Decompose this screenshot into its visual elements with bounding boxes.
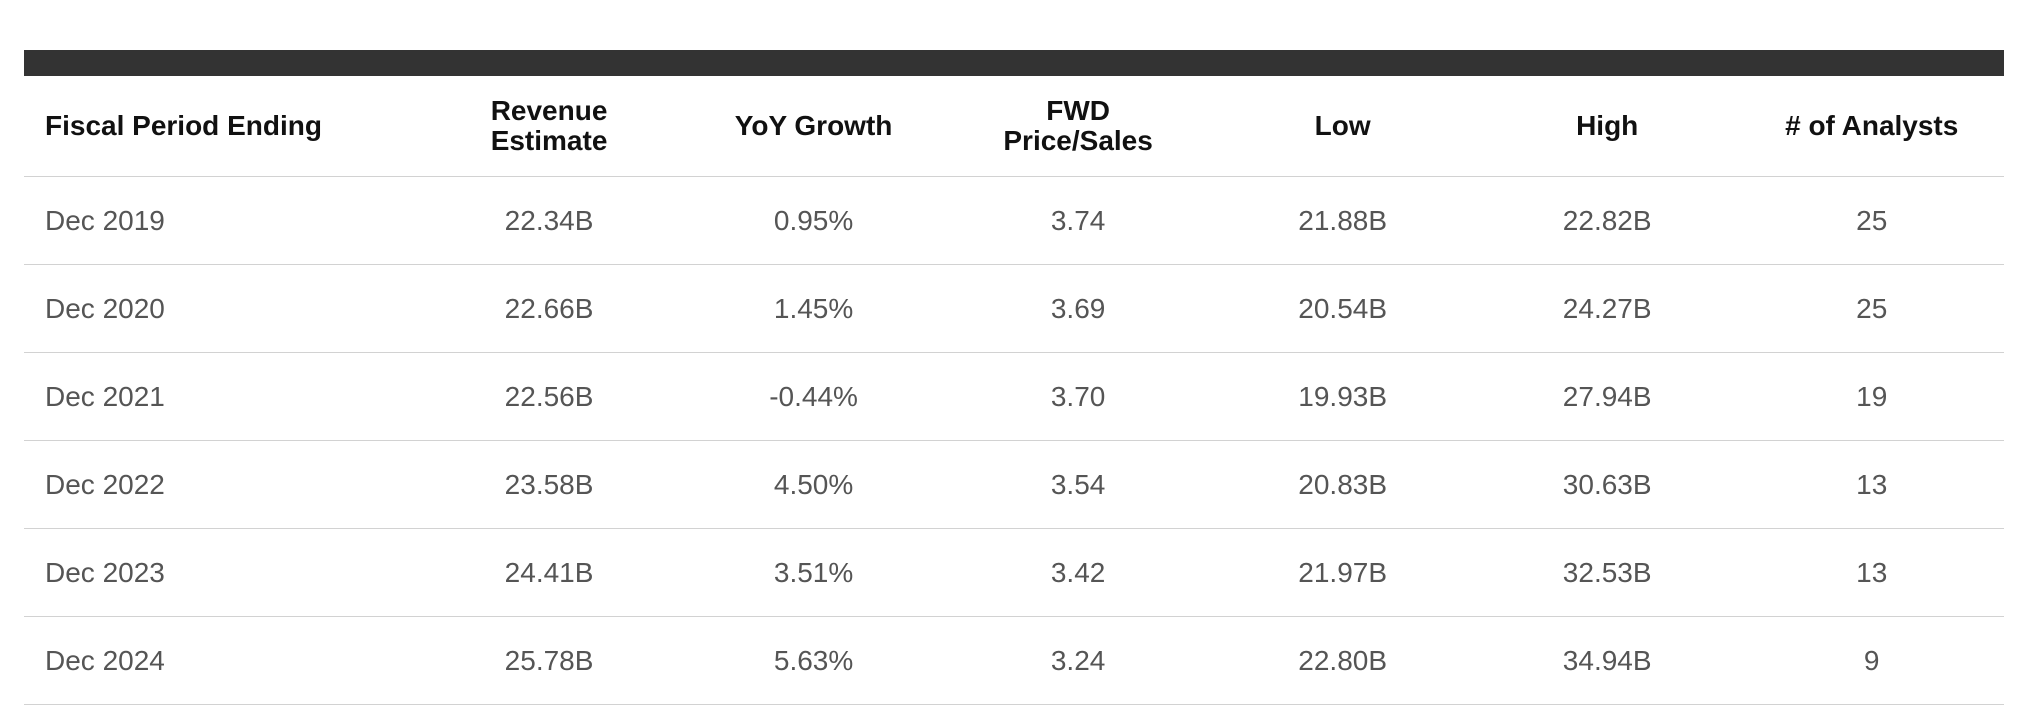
table-top-bar [24,50,2004,76]
cell-fiscal-period: Dec 2021 [24,352,417,441]
cell-revenue-estimate: 22.66B [416,264,682,353]
cell-number-of-analysts: 9 [1739,616,2004,705]
cell-yoy-growth: -0.44% [681,352,946,441]
table-row: Dec 2023 24.41B 3.51% 3.42 21.97B 32.53B… [24,528,2004,617]
cell-number-of-analysts: 19 [1739,352,2004,441]
cell-revenue-estimate: 22.56B [416,352,682,441]
table-row: Dec 2024 25.78B 5.63% 3.24 22.80B 34.94B… [24,616,2004,705]
table-row: Dec 2022 23.58B 4.50% 3.54 20.83B 30.63B… [24,440,2004,529]
header-number-of-analysts[interactable]: # of Analysts [1739,76,2004,177]
cell-yoy-growth: 3.51% [681,528,946,617]
header-high[interactable]: High [1474,76,1740,177]
cell-fwd-price-sales: 3.42 [945,528,1211,617]
cell-fiscal-period: Dec 2024 [24,616,417,705]
cell-number-of-analysts: 13 [1739,440,2004,529]
cell-revenue-estimate: 23.58B [416,440,682,529]
table-row: Dec 2021 22.56B -0.44% 3.70 19.93B 27.94… [24,352,2004,441]
revenue-estimates-table-container: Fiscal Period Ending Revenue Estimate YoY… [24,50,2004,705]
revenue-estimates-table: Fiscal Period Ending Revenue Estimate YoY… [24,76,2004,705]
cell-fwd-price-sales: 3.70 [945,352,1211,441]
table-header-row: Fiscal Period Ending Revenue Estimate YoY… [24,76,2004,177]
cell-low: 20.83B [1210,440,1475,529]
cell-number-of-analysts: 13 [1739,528,2004,617]
cell-high: 32.53B [1474,528,1740,617]
cell-low: 19.93B [1210,352,1475,441]
cell-yoy-growth: 5.63% [681,616,946,705]
cell-revenue-estimate: 22.34B [416,176,682,265]
header-fwd-price-sales[interactable]: FWD Price/Sales [945,76,1211,177]
cell-number-of-analysts: 25 [1739,176,2004,265]
cell-fwd-price-sales: 3.74 [945,176,1211,265]
cell-high: 30.63B [1474,440,1740,529]
cell-revenue-estimate: 24.41B [416,528,682,617]
cell-low: 21.97B [1210,528,1475,617]
cell-yoy-growth: 4.50% [681,440,946,529]
cell-yoy-growth: 1.45% [681,264,946,353]
cell-number-of-analysts: 25 [1739,264,2004,353]
cell-low: 22.80B [1210,616,1475,705]
cell-fwd-price-sales: 3.69 [945,264,1211,353]
header-fiscal-period-ending[interactable]: Fiscal Period Ending [24,76,417,177]
cell-fiscal-period: Dec 2020 [24,264,417,353]
cell-high: 22.82B [1474,176,1740,265]
table-row: Dec 2020 22.66B 1.45% 3.69 20.54B 24.27B… [24,264,2004,353]
header-low[interactable]: Low [1210,76,1475,177]
cell-high: 34.94B [1474,616,1740,705]
cell-high: 24.27B [1474,264,1740,353]
cell-fiscal-period: Dec 2019 [24,176,417,265]
cell-fwd-price-sales: 3.54 [945,440,1211,529]
cell-fiscal-period: Dec 2022 [24,440,417,529]
cell-high: 27.94B [1474,352,1740,441]
cell-low: 20.54B [1210,264,1475,353]
cell-low: 21.88B [1210,176,1475,265]
table-row: Dec 2019 22.34B 0.95% 3.74 21.88B 22.82B… [24,176,2004,265]
header-revenue-estimate[interactable]: Revenue Estimate [416,76,682,177]
cell-yoy-growth: 0.95% [681,176,946,265]
cell-fiscal-period: Dec 2023 [24,528,417,617]
header-yoy-growth[interactable]: YoY Growth [681,76,946,177]
cell-fwd-price-sales: 3.24 [945,616,1211,705]
cell-revenue-estimate: 25.78B [416,616,682,705]
